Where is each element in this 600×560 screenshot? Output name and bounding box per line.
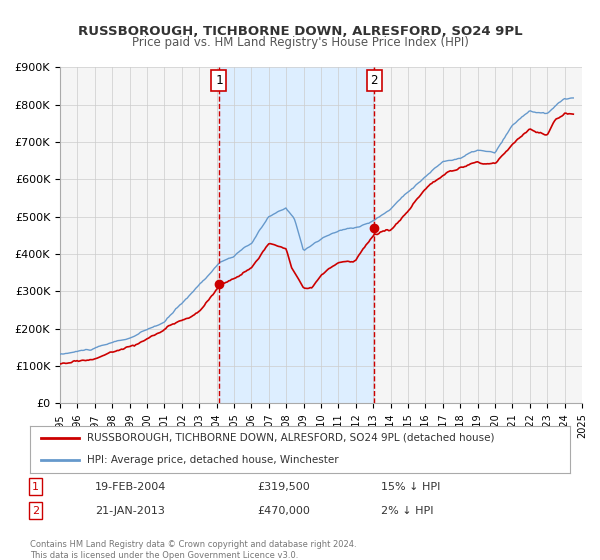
Text: 2% ↓ HPI: 2% ↓ HPI <box>381 506 433 516</box>
Text: RUSSBOROUGH, TICHBORNE DOWN, ALRESFORD, SO24 9PL: RUSSBOROUGH, TICHBORNE DOWN, ALRESFORD, … <box>77 25 523 38</box>
Bar <box>219 67 374 403</box>
Text: 1: 1 <box>215 74 223 87</box>
Text: Price paid vs. HM Land Registry's House Price Index (HPI): Price paid vs. HM Land Registry's House … <box>131 36 469 49</box>
Text: 19-FEB-2004: 19-FEB-2004 <box>95 482 166 492</box>
Text: 15% ↓ HPI: 15% ↓ HPI <box>381 482 440 492</box>
Text: HPI: Average price, detached house, Winchester: HPI: Average price, detached house, Winc… <box>86 455 338 465</box>
Text: RUSSBOROUGH, TICHBORNE DOWN, ALRESFORD, SO24 9PL (detached house): RUSSBOROUGH, TICHBORNE DOWN, ALRESFORD, … <box>86 432 494 442</box>
Text: Contains HM Land Registry data © Crown copyright and database right 2024.
This d: Contains HM Land Registry data © Crown c… <box>30 540 356 560</box>
Text: £470,000: £470,000 <box>257 506 310 516</box>
Text: 2: 2 <box>370 74 378 87</box>
Text: 1: 1 <box>32 482 39 492</box>
Text: £319,500: £319,500 <box>257 482 310 492</box>
Text: 21-JAN-2013: 21-JAN-2013 <box>95 506 164 516</box>
Text: 2: 2 <box>32 506 39 516</box>
